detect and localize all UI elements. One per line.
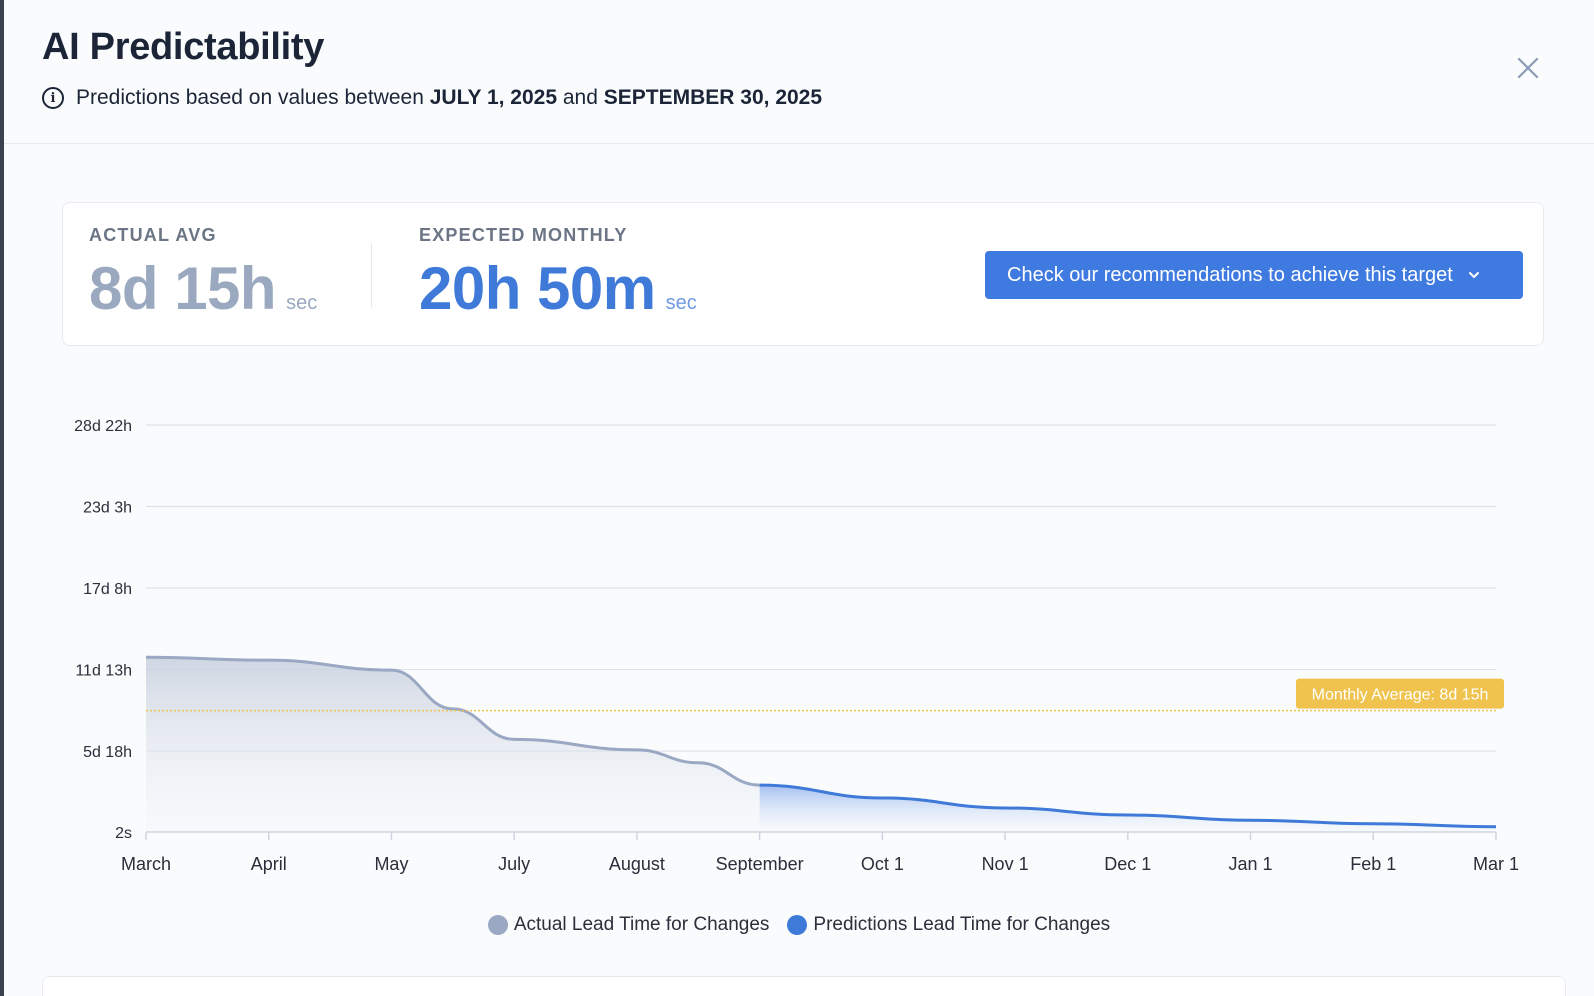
series-line-0	[145, 655, 760, 787]
x-tick-label: March	[121, 854, 171, 874]
y-tick-label: 5d 18h	[83, 744, 132, 761]
window-edge	[0, 0, 4, 996]
x-tick-label: April	[251, 854, 287, 874]
next-section-card	[42, 976, 1566, 996]
recommendations-dropdown-button[interactable]: Check our recommendations to achieve thi…	[985, 251, 1523, 299]
legend-dot-actual	[487, 915, 508, 935]
page-title: AI Predictability	[42, 26, 325, 68]
expected-monthly-value: 20h 50m	[419, 255, 656, 322]
legend-item-predictions[interactable]: Predictions Lead Time for Changes	[787, 914, 1110, 936]
actual-avg-unit: sec	[286, 292, 318, 314]
series-area-1	[759, 785, 1496, 832]
monthly-average-label: Monthly Average: 8d 15h	[1312, 687, 1489, 704]
expected-monthly-metric: EXPECTED MONTHLY 20h 50m sec	[419, 225, 697, 323]
recommendations-button-label: Check our recommendations to achieve thi…	[1007, 263, 1453, 286]
expected-monthly-label: EXPECTED MONTHLY	[419, 225, 628, 245]
subtitle-and: and	[562, 86, 598, 109]
lead-time-chart-svg: Monthly Average: 8d 15h 2s 5d 18h 11d 13h 1…	[74, 418, 1519, 874]
chevron-down-icon	[1468, 272, 1479, 278]
x-tick-label: Nov 1	[982, 854, 1029, 874]
chart-legend: Actual Lead Time for Changes Predictions…	[4, 914, 1594, 936]
series-line-1	[759, 783, 1497, 829]
x-tick-label: Feb 1	[1350, 854, 1396, 874]
actual-avg-label: ACTUAL AVG	[89, 225, 217, 245]
legend-label-predictions: Predictions Lead Time for Changes	[813, 914, 1111, 935]
info-icon: i	[42, 87, 64, 109]
end-date: SEPTEMBER 30, 2025	[603, 86, 823, 109]
prediction-range-subtitle: i Predictions based on values between JU…	[42, 86, 822, 110]
close-button[interactable]	[1514, 54, 1542, 82]
expected-monthly-unit: sec	[665, 292, 697, 314]
actual-avg-value: 8d 15h	[89, 255, 277, 322]
subtitle-prefix: Predictions based on values between	[76, 86, 424, 109]
y-tick-label: 28d 22h	[74, 418, 132, 435]
x-tick-label: Oct 1	[861, 854, 904, 874]
y-tick-label: 2s	[115, 825, 132, 842]
y-tick-label: 17d 8h	[83, 581, 132, 598]
legend-label-actual: Actual Lead Time for Changes	[513, 914, 770, 935]
x-tick-label: July	[498, 854, 530, 874]
x-tick-label: August	[609, 854, 665, 874]
legend-dot-predictions	[787, 915, 808, 935]
y-tick-label: 23d 3h	[83, 500, 132, 517]
close-icon	[1517, 57, 1539, 79]
start-date: JULY 1, 2025	[429, 86, 558, 109]
metrics-divider	[371, 243, 372, 307]
y-tick-label: 11d 13h	[75, 663, 132, 680]
x-tick-label: May	[374, 854, 408, 874]
x-tick-label: Mar 1	[1473, 854, 1519, 874]
metrics-card: ACTUAL AVG 8d 15h sec EXPECTED MONTHLY 2…	[62, 202, 1544, 346]
ai-predictability-modal: AI Predictability i Predictions based on…	[4, 0, 1594, 996]
series-area-0	[146, 657, 760, 832]
lead-time-chart: Monthly Average: 8d 15h 2s 5d 18h 11d 13h 1…	[4, 380, 1594, 950]
monthly-average-badge	[1296, 678, 1504, 709]
modal-header: AI Predictability i Predictions based on…	[4, 0, 1594, 144]
x-tick-label: September	[716, 854, 804, 874]
x-tick-label: Jan 1	[1229, 854, 1273, 874]
legend-item-actual[interactable]: Actual Lead Time for Changes	[487, 914, 770, 936]
actual-avg-metric: ACTUAL AVG 8d 15h sec	[89, 225, 317, 323]
x-tick-label: Dec 1	[1104, 854, 1151, 874]
